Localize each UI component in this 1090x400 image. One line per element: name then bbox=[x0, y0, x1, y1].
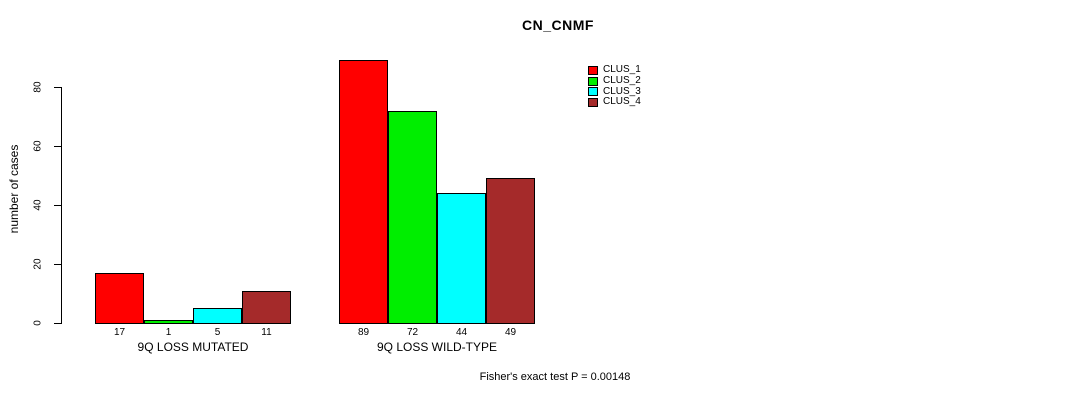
legend-swatch-icon bbox=[588, 65, 598, 75]
legend-swatch-icon bbox=[588, 97, 598, 107]
legend: CLUS_1 CLUS_2 CLUS_3 CLUS_4 bbox=[588, 65, 641, 108]
bar-value-label: 1 bbox=[165, 327, 172, 338]
legend-label: CLUS_2 bbox=[603, 75, 641, 87]
bar-value-label: 11 bbox=[261, 327, 272, 338]
y-tick-label: 0 bbox=[32, 320, 44, 326]
legend-label: CLUS_1 bbox=[603, 64, 641, 76]
bar-value-label: 89 bbox=[357, 327, 370, 338]
y-axis-label: number of cases bbox=[7, 144, 21, 234]
chart-title: CN_CNMF bbox=[522, 17, 594, 33]
y-tick-label: 40 bbox=[32, 199, 44, 211]
y-tick-mark bbox=[54, 146, 61, 147]
y-tick-label: 80 bbox=[32, 81, 44, 93]
bar-value-label: 72 bbox=[406, 327, 419, 338]
bar-value-label: 5 bbox=[214, 327, 221, 338]
y-tick-label: 60 bbox=[32, 140, 44, 152]
bar-clus_2-group2 bbox=[388, 111, 437, 324]
legend-label: CLUS_4 bbox=[603, 96, 641, 108]
bar-clus_4-group2 bbox=[486, 178, 535, 324]
bar-clus_2-group1 bbox=[144, 320, 193, 324]
y-tick-mark bbox=[54, 264, 61, 265]
legend-label: CLUS_3 bbox=[603, 85, 641, 97]
legend-item: CLUS_2 bbox=[588, 76, 641, 87]
y-tick-mark bbox=[54, 87, 61, 88]
bar-clus_3-group1 bbox=[193, 308, 242, 324]
y-tick-mark bbox=[54, 205, 61, 206]
category-label: 9Q LOSS WILD-TYPE bbox=[376, 340, 498, 354]
y-tick-label: 20 bbox=[32, 258, 44, 270]
bar-clus_1-group1 bbox=[95, 273, 144, 324]
bar-clus_3-group2 bbox=[437, 193, 486, 324]
y-axis-line bbox=[61, 87, 62, 324]
legend-item: CLUS_3 bbox=[588, 86, 641, 97]
bar-value-label: 44 bbox=[455, 327, 468, 338]
bar-value-label: 49 bbox=[504, 327, 517, 338]
y-tick-mark bbox=[54, 323, 61, 324]
stat-annotation: Fisher's exact test P = 0.00148 bbox=[479, 371, 631, 383]
category-label: 9Q LOSS MUTATED bbox=[137, 340, 249, 354]
legend-swatch-icon bbox=[588, 76, 598, 86]
bar-clus_1-group2 bbox=[339, 60, 388, 324]
bar-clus_4-group1 bbox=[242, 291, 291, 324]
legend-item: CLUS_4 bbox=[588, 97, 641, 108]
legend-item: CLUS_1 bbox=[588, 65, 641, 76]
bar-value-label: 17 bbox=[113, 327, 126, 338]
legend-swatch-icon bbox=[588, 87, 598, 97]
